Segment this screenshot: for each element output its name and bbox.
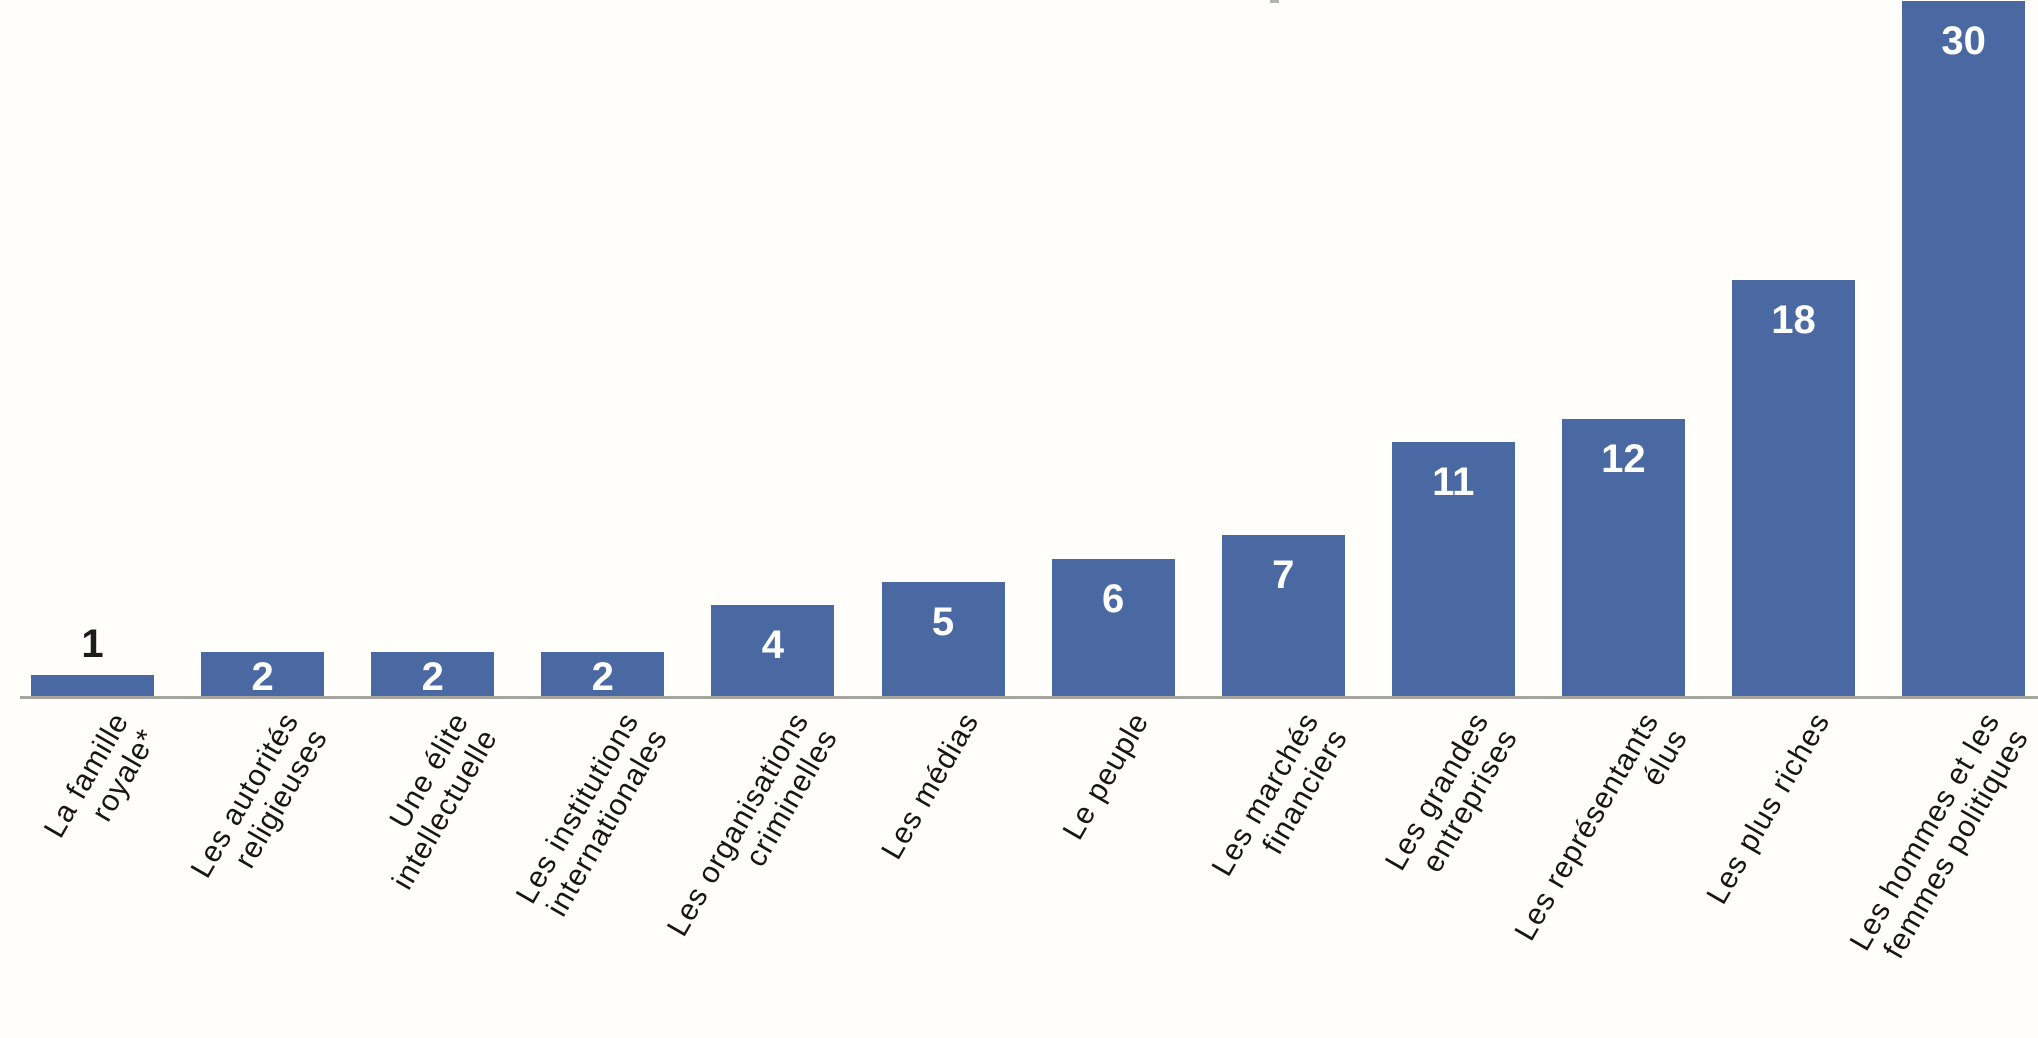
- bar-5: [711, 605, 835, 698]
- bar-value-label: 2: [421, 654, 444, 699]
- bar-value-label: 6: [1101, 576, 1125, 621]
- bar-value-label: 12: [1601, 437, 1646, 481]
- bar-value-label: 2: [591, 654, 614, 699]
- bar-6: [881, 581, 1005, 699]
- bar-value-label: 1: [81, 621, 104, 666]
- bar-3: [371, 651, 495, 698]
- bar-11: [1732, 279, 1855, 698]
- bar-1: [31, 674, 154, 699]
- bar-10: [1561, 419, 1685, 698]
- bar-value-label: 11: [1432, 460, 1475, 505]
- bar-value-label: 4: [761, 623, 785, 667]
- x-axis-line: [20, 696, 2038, 699]
- bar-7: [1051, 558, 1175, 698]
- bar-value-label: 30: [1941, 18, 1986, 63]
- bar-4: [541, 651, 665, 698]
- bar-value-label: 18: [1771, 297, 1816, 342]
- bar-value-label: 5: [931, 599, 955, 644]
- bar-9: [1391, 442, 1515, 699]
- bar-12: [1902, 0, 2026, 698]
- bar-8: [1221, 535, 1345, 699]
- bar-value-label: 2: [251, 654, 274, 699]
- bar-2: [201, 651, 325, 698]
- cropped-text-fragment: [1270, 0, 1279, 3]
- bar-value-label: 7: [1272, 553, 1295, 598]
